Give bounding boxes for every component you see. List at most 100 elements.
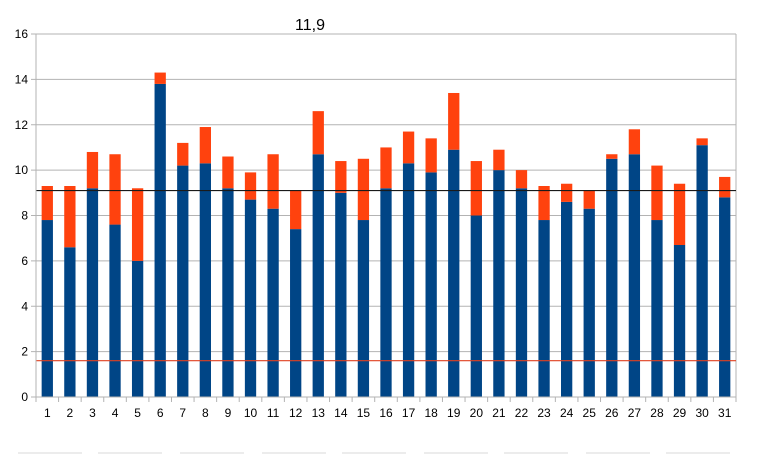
bar-series2 bbox=[448, 92, 460, 150]
bar-series2 bbox=[628, 129, 641, 155]
y-tick-label: 6 bbox=[21, 254, 28, 268]
bar-series1 bbox=[402, 163, 415, 397]
bar-series1 bbox=[357, 220, 370, 397]
bar-series1 bbox=[64, 247, 76, 397]
bar-series1 bbox=[673, 244, 686, 397]
x-tick-label: 13 bbox=[312, 406, 326, 420]
bar-series1 bbox=[267, 208, 279, 397]
x-tick-label: 30 bbox=[695, 406, 709, 420]
x-tick-label: 2 bbox=[67, 406, 74, 420]
x-tick-label: 28 bbox=[650, 406, 664, 420]
bar-series1 bbox=[493, 170, 505, 397]
bar-series2 bbox=[673, 183, 686, 245]
x-tick-label: 26 bbox=[605, 406, 619, 420]
bar-series2 bbox=[583, 190, 595, 209]
x-tick-label: 12 bbox=[289, 406, 303, 420]
bar-series2 bbox=[290, 190, 302, 230]
bar-series1 bbox=[244, 199, 257, 397]
x-tick-label: 24 bbox=[560, 406, 574, 420]
x-tick-label: 25 bbox=[583, 406, 597, 420]
bar-series2 bbox=[515, 170, 528, 189]
bar-series2 bbox=[606, 154, 618, 159]
x-tick-label: 19 bbox=[447, 406, 461, 420]
y-tick-label: 12 bbox=[15, 118, 29, 132]
bar-series1 bbox=[131, 260, 144, 397]
bar-series2 bbox=[357, 158, 370, 221]
x-tick-label: 21 bbox=[492, 406, 506, 420]
bar-series1 bbox=[199, 163, 211, 397]
bar-series2 bbox=[335, 161, 347, 193]
bar-series1 bbox=[719, 197, 731, 397]
bar-series1 bbox=[651, 220, 663, 397]
bar-series1 bbox=[696, 145, 708, 397]
bar-series2 bbox=[425, 138, 437, 173]
bar-series1 bbox=[335, 192, 347, 397]
x-tick-label: 9 bbox=[225, 406, 232, 420]
y-tick-label: 14 bbox=[15, 72, 29, 86]
x-tick-label: 3 bbox=[89, 406, 96, 420]
x-tick-label: 5 bbox=[134, 406, 141, 420]
bar-series2 bbox=[561, 183, 573, 202]
reference-lines bbox=[36, 189, 736, 362]
y-tick-label: 4 bbox=[21, 299, 28, 313]
bar-series2 bbox=[380, 147, 392, 189]
x-tick-label: 8 bbox=[202, 406, 209, 420]
x-tick-label: 11 bbox=[267, 406, 280, 420]
bar-series2 bbox=[493, 149, 505, 171]
chart-title: 11,9 bbox=[295, 17, 325, 34]
bar-series2 bbox=[131, 188, 144, 261]
x-tick-label: 10 bbox=[244, 406, 258, 420]
bar-series1 bbox=[470, 215, 482, 397]
bar-series1 bbox=[177, 165, 189, 397]
y-tick-label: 10 bbox=[15, 163, 29, 177]
x-tick-label: 17 bbox=[402, 406, 416, 420]
bar-series1 bbox=[312, 154, 324, 397]
bar-series1 bbox=[109, 224, 121, 397]
bar-series2 bbox=[222, 156, 234, 189]
bar-series1 bbox=[561, 201, 573, 397]
bar-series1 bbox=[380, 188, 392, 397]
x-tick-label: 31 bbox=[718, 406, 732, 420]
bar-series1 bbox=[86, 188, 99, 397]
x-tick-label: 15 bbox=[357, 406, 371, 420]
x-tick-label: 29 bbox=[673, 406, 687, 420]
bar-series2 bbox=[177, 142, 189, 166]
bar-series1 bbox=[583, 208, 595, 397]
y-tick-label: 8 bbox=[21, 209, 28, 223]
x-tick-label: 7 bbox=[179, 406, 186, 420]
bar-series1 bbox=[628, 154, 641, 397]
bar-series2 bbox=[41, 186, 53, 221]
x-tick-label: 1 bbox=[44, 406, 51, 420]
bar-series2 bbox=[109, 154, 121, 225]
bar-series2 bbox=[244, 172, 257, 200]
bar-series1 bbox=[448, 149, 460, 397]
x-tick-label: 20 bbox=[470, 406, 484, 420]
bar-series2 bbox=[696, 138, 708, 146]
bar-series1 bbox=[154, 83, 166, 397]
x-tick-label: 18 bbox=[424, 406, 438, 420]
x-tick-label: 14 bbox=[334, 406, 348, 420]
bar-series2 bbox=[651, 165, 663, 221]
bar-series2 bbox=[154, 72, 166, 84]
bar-series1 bbox=[515, 188, 528, 397]
bar-series2 bbox=[267, 154, 279, 209]
y-tick-label: 0 bbox=[21, 390, 28, 404]
bar-series1 bbox=[222, 188, 234, 397]
x-tick-label: 22 bbox=[515, 406, 529, 420]
bar-series1 bbox=[538, 220, 550, 397]
bar-series1 bbox=[41, 220, 53, 397]
bar-series1 bbox=[425, 172, 437, 397]
bar-series2 bbox=[312, 111, 324, 155]
y-tick-label: 16 bbox=[15, 27, 29, 41]
bar-series2 bbox=[64, 186, 76, 248]
bar-series2 bbox=[402, 131, 415, 164]
x-tick-label: 6 bbox=[157, 406, 164, 420]
bar-series2 bbox=[470, 161, 482, 216]
y-tick-label: 2 bbox=[21, 345, 28, 359]
bars bbox=[41, 72, 731, 397]
bar-series2 bbox=[719, 176, 731, 198]
bar-series2 bbox=[538, 186, 550, 221]
